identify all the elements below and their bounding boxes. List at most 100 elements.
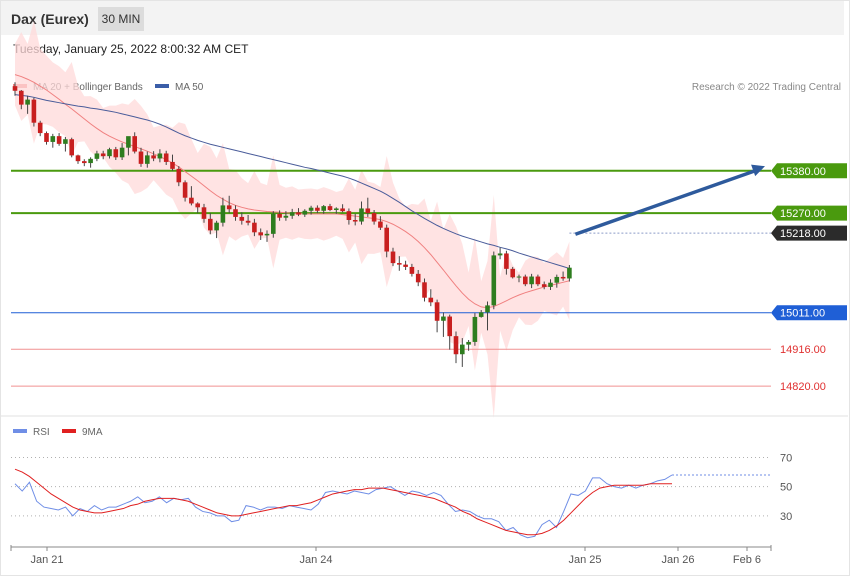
candle-body [409, 266, 415, 274]
candle-body [31, 99, 37, 123]
candle [189, 186, 194, 206]
candle-body [12, 86, 18, 91]
candle-body [170, 161, 175, 169]
candle-body [19, 90, 24, 105]
candle [69, 137, 74, 158]
candle [441, 312, 446, 337]
candle [113, 146, 119, 160]
credit-text: Research © 2022 Trading Central [692, 82, 841, 93]
candle [321, 205, 326, 214]
candle-body [485, 305, 490, 313]
rsi-line [14, 474, 673, 539]
candle [63, 136, 68, 152]
candle-body [554, 276, 560, 283]
x-tick-label: Jan 26 [661, 554, 694, 566]
candle-body [334, 208, 339, 210]
candle-body [441, 316, 446, 321]
price-tag-label: 15270.00 [780, 208, 826, 220]
rsi-tick-label: 70 [780, 453, 792, 465]
candle [359, 201, 364, 225]
candle [504, 250, 509, 275]
ma50-line [14, 94, 570, 269]
candle [485, 301, 490, 331]
candle-body [321, 206, 326, 211]
candle-body [214, 222, 219, 231]
candle-body [384, 227, 389, 252]
candle-body [302, 210, 308, 215]
timeframe-button[interactable]: 30 MIN [98, 7, 144, 31]
candle [397, 256, 402, 271]
candle-body [415, 273, 421, 283]
candle [100, 150, 106, 160]
candle [258, 228, 263, 240]
candle-body [567, 267, 572, 279]
candle-body [289, 212, 295, 216]
ma20-legend-label: MA 20 + Bollinger Bands [33, 82, 143, 93]
candle-body [403, 264, 408, 267]
candle [541, 281, 547, 290]
price-level-label: 14820.00 [780, 381, 826, 393]
candle [163, 150, 169, 165]
candle-body [359, 208, 364, 222]
candle [378, 216, 383, 230]
candle [315, 205, 320, 214]
ma50-legend-label: MA 50 [175, 82, 204, 93]
x-tick-label: Jan 25 [568, 554, 601, 566]
candle [145, 151, 150, 168]
candle [327, 203, 333, 212]
candle-body [548, 282, 553, 287]
instrument-title: Dax (Eurex) [11, 11, 89, 27]
bollinger-band [15, 20, 570, 419]
candle [554, 274, 560, 288]
candle-body [163, 153, 169, 162]
candle [510, 266, 515, 279]
candle [132, 132, 137, 154]
forecast-arrow [574, 168, 758, 236]
candle [25, 95, 30, 114]
candle [157, 149, 163, 163]
candle [516, 274, 522, 283]
candle-body [460, 344, 465, 355]
price-tag-label: 15218.00 [780, 228, 826, 240]
candle-body [126, 136, 131, 148]
candle-body [560, 276, 566, 279]
candle-body [151, 155, 156, 159]
candle-body [107, 149, 112, 157]
candle [277, 210, 282, 221]
price-tag [771, 163, 847, 179]
candle-body [277, 213, 282, 218]
x-tick-label: Jan 21 [30, 554, 63, 566]
candle [308, 205, 314, 215]
candle-body [220, 205, 226, 223]
candle-body [264, 233, 270, 236]
candle [365, 197, 371, 217]
candle-body [157, 153, 163, 159]
candle-body [434, 302, 440, 321]
candle [220, 197, 226, 227]
candle [371, 210, 377, 225]
candle [176, 166, 182, 187]
candle [560, 271, 566, 281]
candle-body [50, 136, 56, 142]
candle-body [252, 222, 257, 233]
candle-body [510, 268, 515, 278]
candle-body [44, 133, 49, 142]
candle-body [189, 197, 194, 204]
candle [239, 212, 245, 225]
candle-body [258, 232, 263, 236]
candle [252, 218, 257, 237]
forecast-arrow-head [751, 164, 765, 177]
candle [390, 247, 396, 267]
candle-body [365, 208, 371, 214]
candle-body [308, 207, 314, 211]
x-tick-label: Feb 6 [733, 554, 761, 566]
candle-body [201, 207, 207, 219]
candle-body [478, 312, 484, 317]
candle [523, 274, 528, 287]
candle [302, 209, 308, 217]
candle [409, 263, 415, 277]
timestamp: Tuesday, January 25, 2022 8:00:32 AM CET [13, 42, 249, 56]
price-level-label: 14916.00 [780, 344, 826, 356]
candle [529, 273, 534, 289]
